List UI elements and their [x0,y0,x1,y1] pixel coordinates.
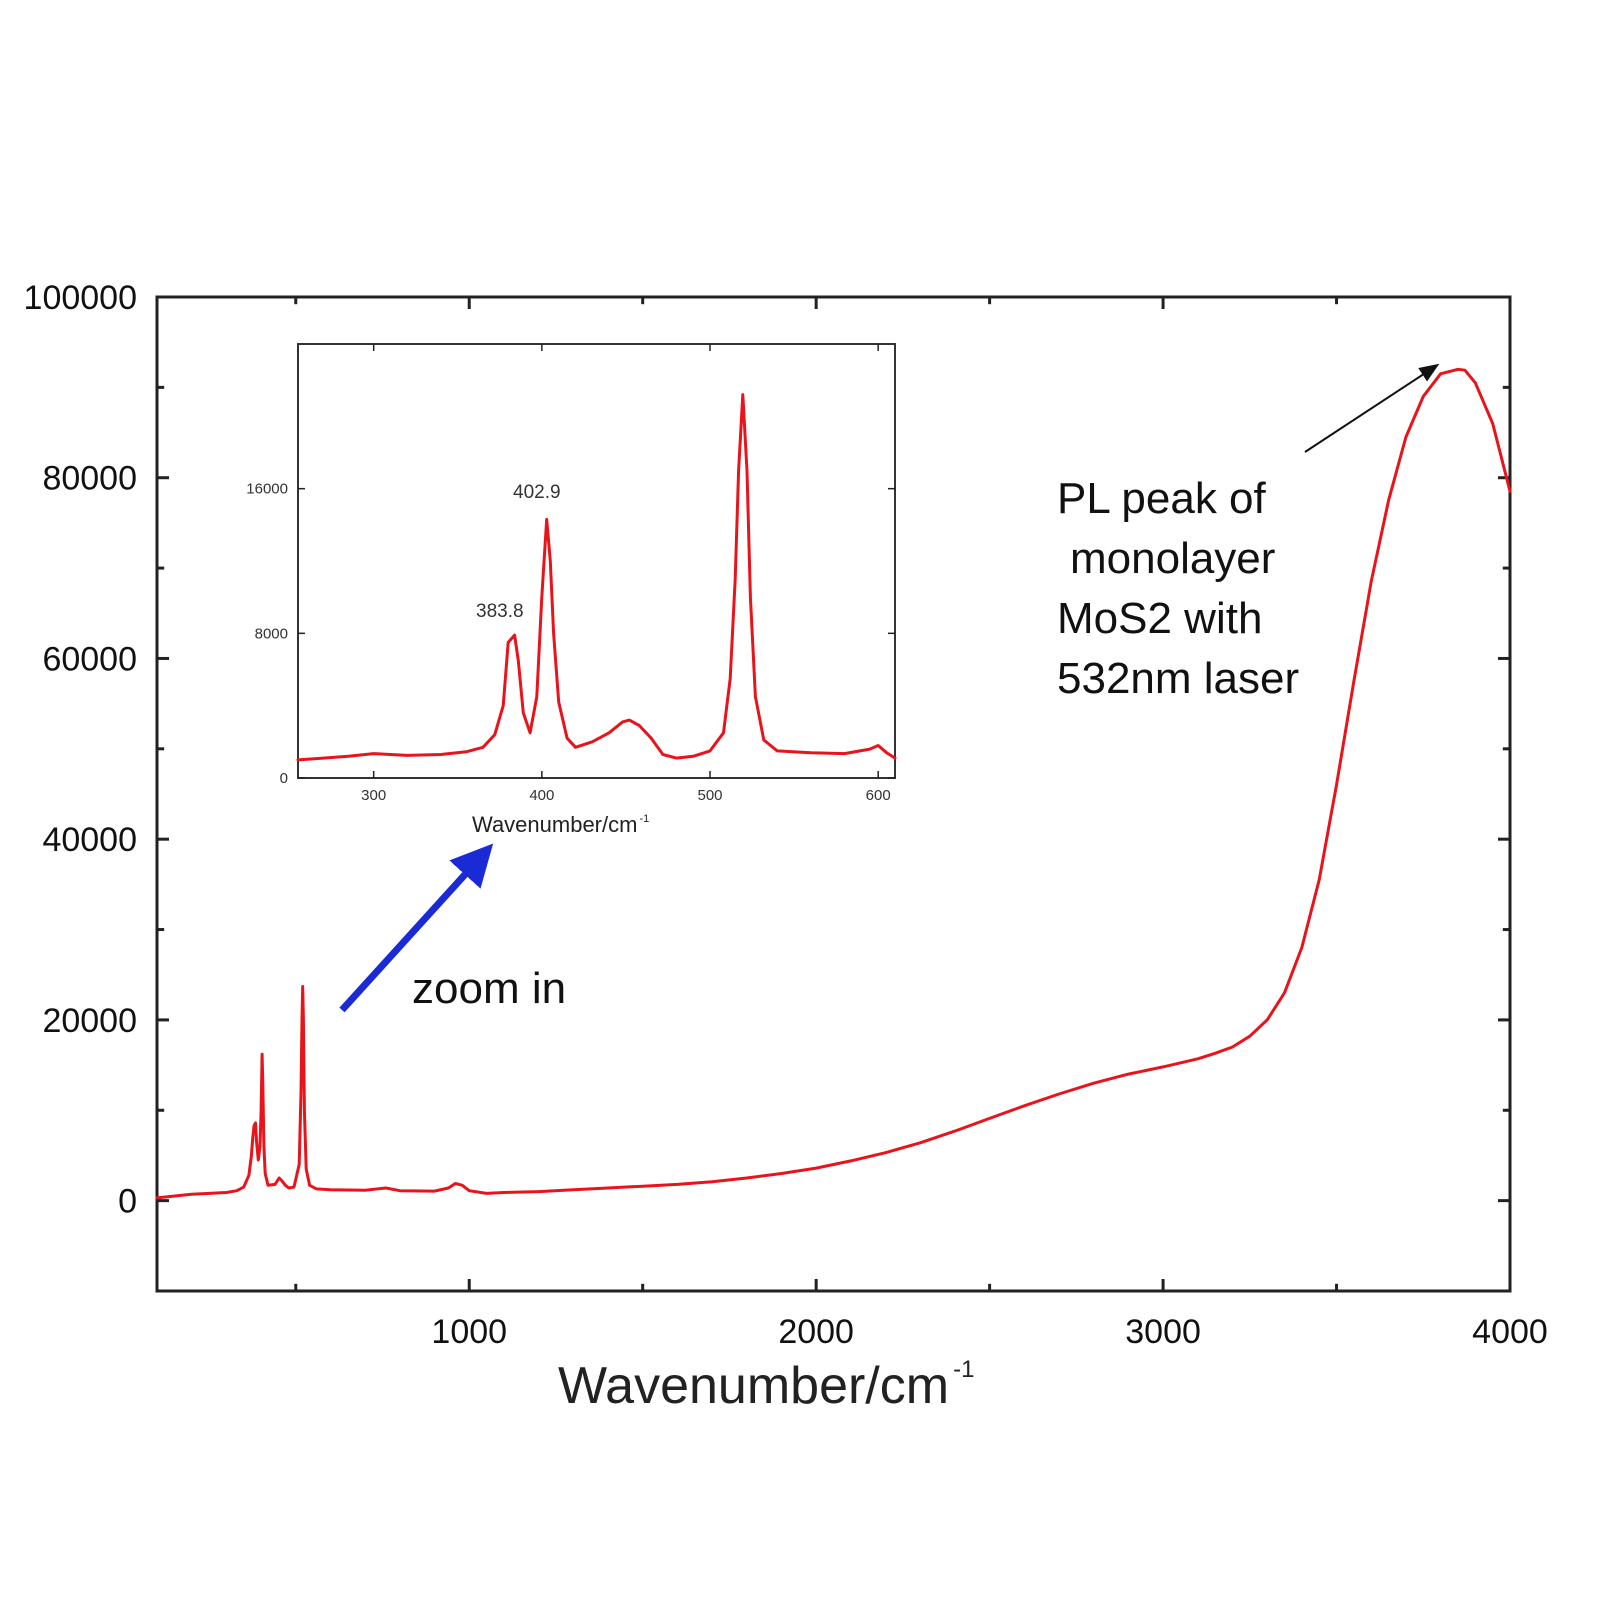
pl-annotation-line-1: PL peak of [1057,474,1267,523]
pl-peak-arrow [1304,363,1440,453]
x-tick-label: 300 [361,787,386,804]
y-tick-label: 40000 [42,821,137,859]
main-ticks [157,295,1512,1291]
x-tick-label: 3000 [1125,1313,1201,1351]
spectrum-line [296,393,897,762]
x-tick-label: 400 [529,787,554,804]
pl-annotation-line-4: 532nm laser [1057,654,1299,703]
inset-x-axis-title: Wavenumber/cm -1 [472,812,649,837]
y-tick-label: 80000 [42,460,137,498]
inset-series [296,393,897,762]
main-plot-frame [155,295,1512,1293]
inset-ticks [298,344,895,779]
inset-plot-frame [297,343,896,779]
main-series [155,367,1512,1200]
x-tick-label: 600 [866,787,891,804]
x-tick-label: 1000 [431,1313,507,1351]
y-tick-label: 60000 [42,640,137,678]
y-tick-label: 0 [280,770,288,787]
spectrum-line [155,367,1512,1200]
x-tick-label: 4000 [1472,1313,1548,1351]
main-x-axis-title: Wavenumber/cm -1 [558,1356,974,1415]
pl-annotation-line-2: monolayer [1070,534,1275,583]
y-tick-label: 20000 [42,1002,137,1040]
y-tick-label: 8000 [255,625,288,642]
y-tick-label: 0 [118,1183,137,1221]
pl-annotation-line-3: MoS2 with [1057,594,1262,643]
main-tick-labels: 1000 2000 3000 4000020000400006000080000100… [24,279,1548,1351]
inset-tick-labels: 300 400 500 600 0 8000 16000 [246,481,890,804]
inset-peak-label-402: 402.9 [513,482,561,503]
x-tick-label: 2000 [778,1313,854,1351]
inset-peak-label-383: 383.8 [476,601,524,622]
x-tick-label: 500 [697,787,722,804]
zoom-arrow [339,843,494,1013]
zoom-in-annotation: zoom in [412,964,566,1013]
y-tick-label: 16000 [246,481,288,498]
y-tick-label: 100000 [24,279,137,317]
